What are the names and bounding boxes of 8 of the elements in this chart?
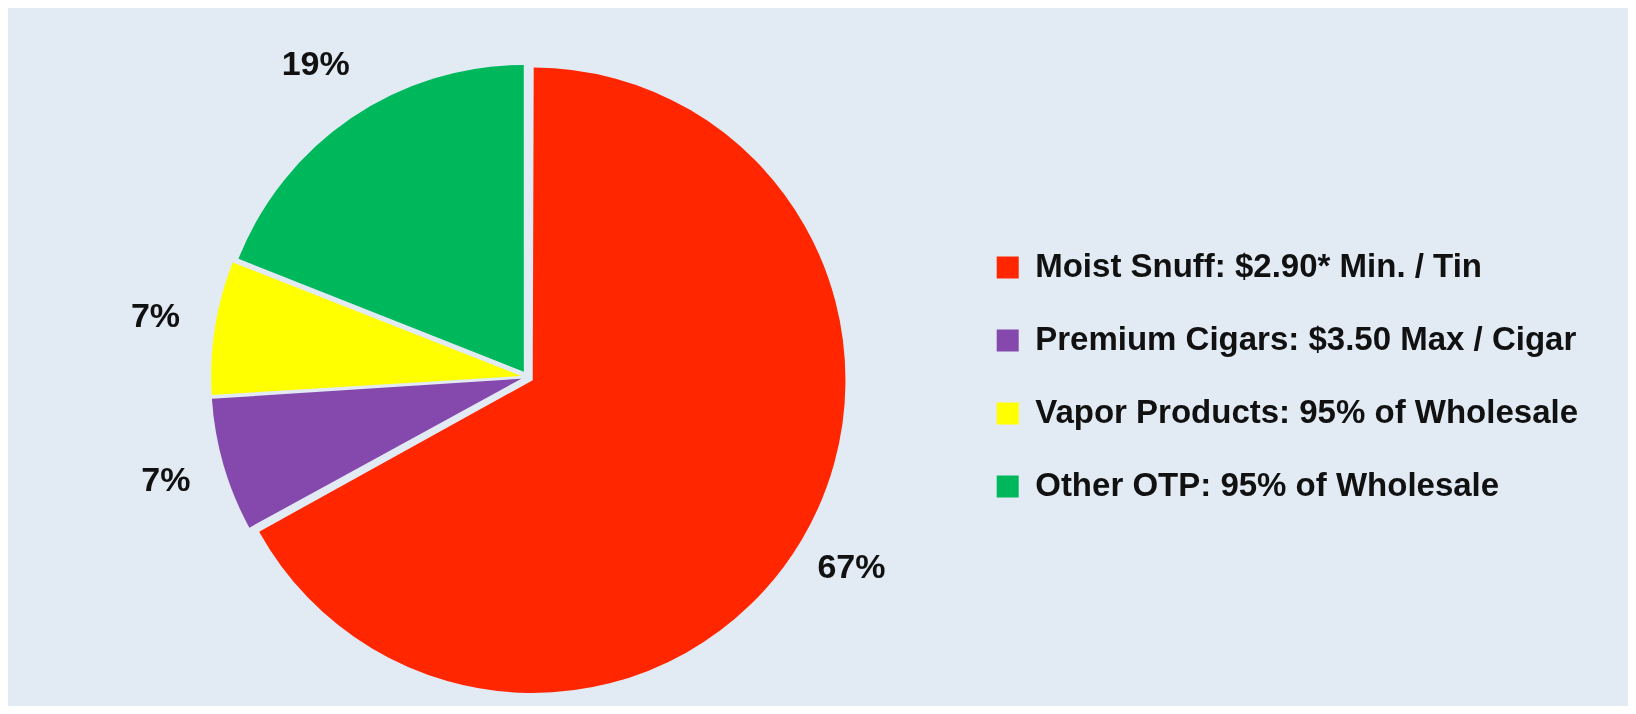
data-label: 7% xyxy=(141,460,191,499)
data-label: 19% xyxy=(281,43,350,82)
legend-label: Premium Cigars: $3.50 Max / Cigar xyxy=(1035,319,1577,357)
legend-label: Moist Snuff: $2.90* Min. / Tin xyxy=(1035,246,1482,284)
data-label: 67% xyxy=(817,547,886,586)
legend-label: Vapor Products: 95% of Wholesale xyxy=(1035,392,1578,430)
legend-label: Other OTP: 95% of Wholesale xyxy=(1035,465,1500,503)
data-label: 7% xyxy=(130,296,181,335)
